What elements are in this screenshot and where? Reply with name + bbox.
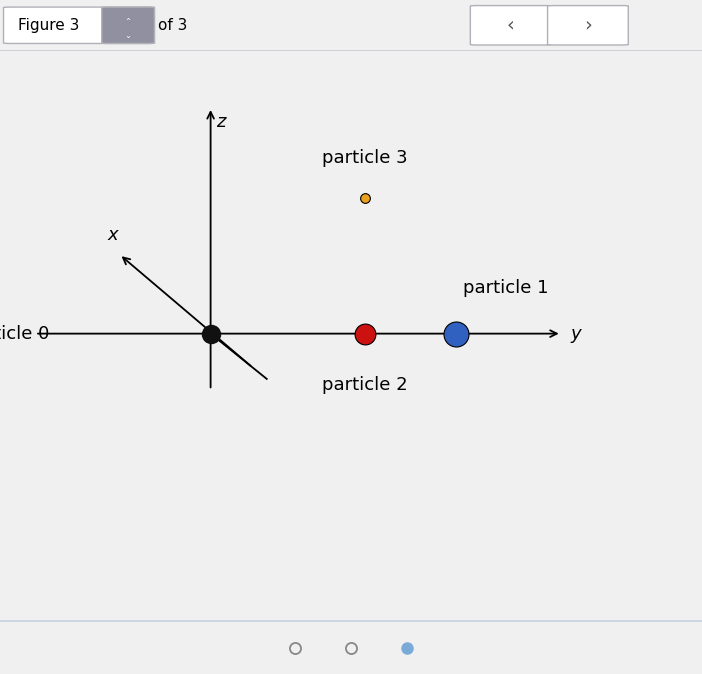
Text: ⌄: ⌄ — [124, 31, 131, 40]
Text: z: z — [216, 113, 226, 131]
Text: x: x — [107, 226, 118, 244]
Text: particle 0: particle 0 — [0, 325, 49, 342]
Text: of 3: of 3 — [158, 18, 187, 33]
Text: particle 1: particle 1 — [463, 279, 549, 297]
Text: y: y — [570, 325, 581, 342]
Text: ‹: ‹ — [506, 16, 515, 35]
Text: particle 3: particle 3 — [322, 149, 408, 167]
FancyBboxPatch shape — [4, 7, 154, 43]
Text: particle 2: particle 2 — [322, 375, 408, 394]
Text: ⌃: ⌃ — [124, 18, 131, 27]
FancyBboxPatch shape — [102, 7, 154, 43]
FancyBboxPatch shape — [548, 5, 628, 45]
Text: Figure 3: Figure 3 — [18, 18, 79, 33]
Text: ›: › — [583, 16, 592, 35]
FancyBboxPatch shape — [470, 5, 551, 45]
